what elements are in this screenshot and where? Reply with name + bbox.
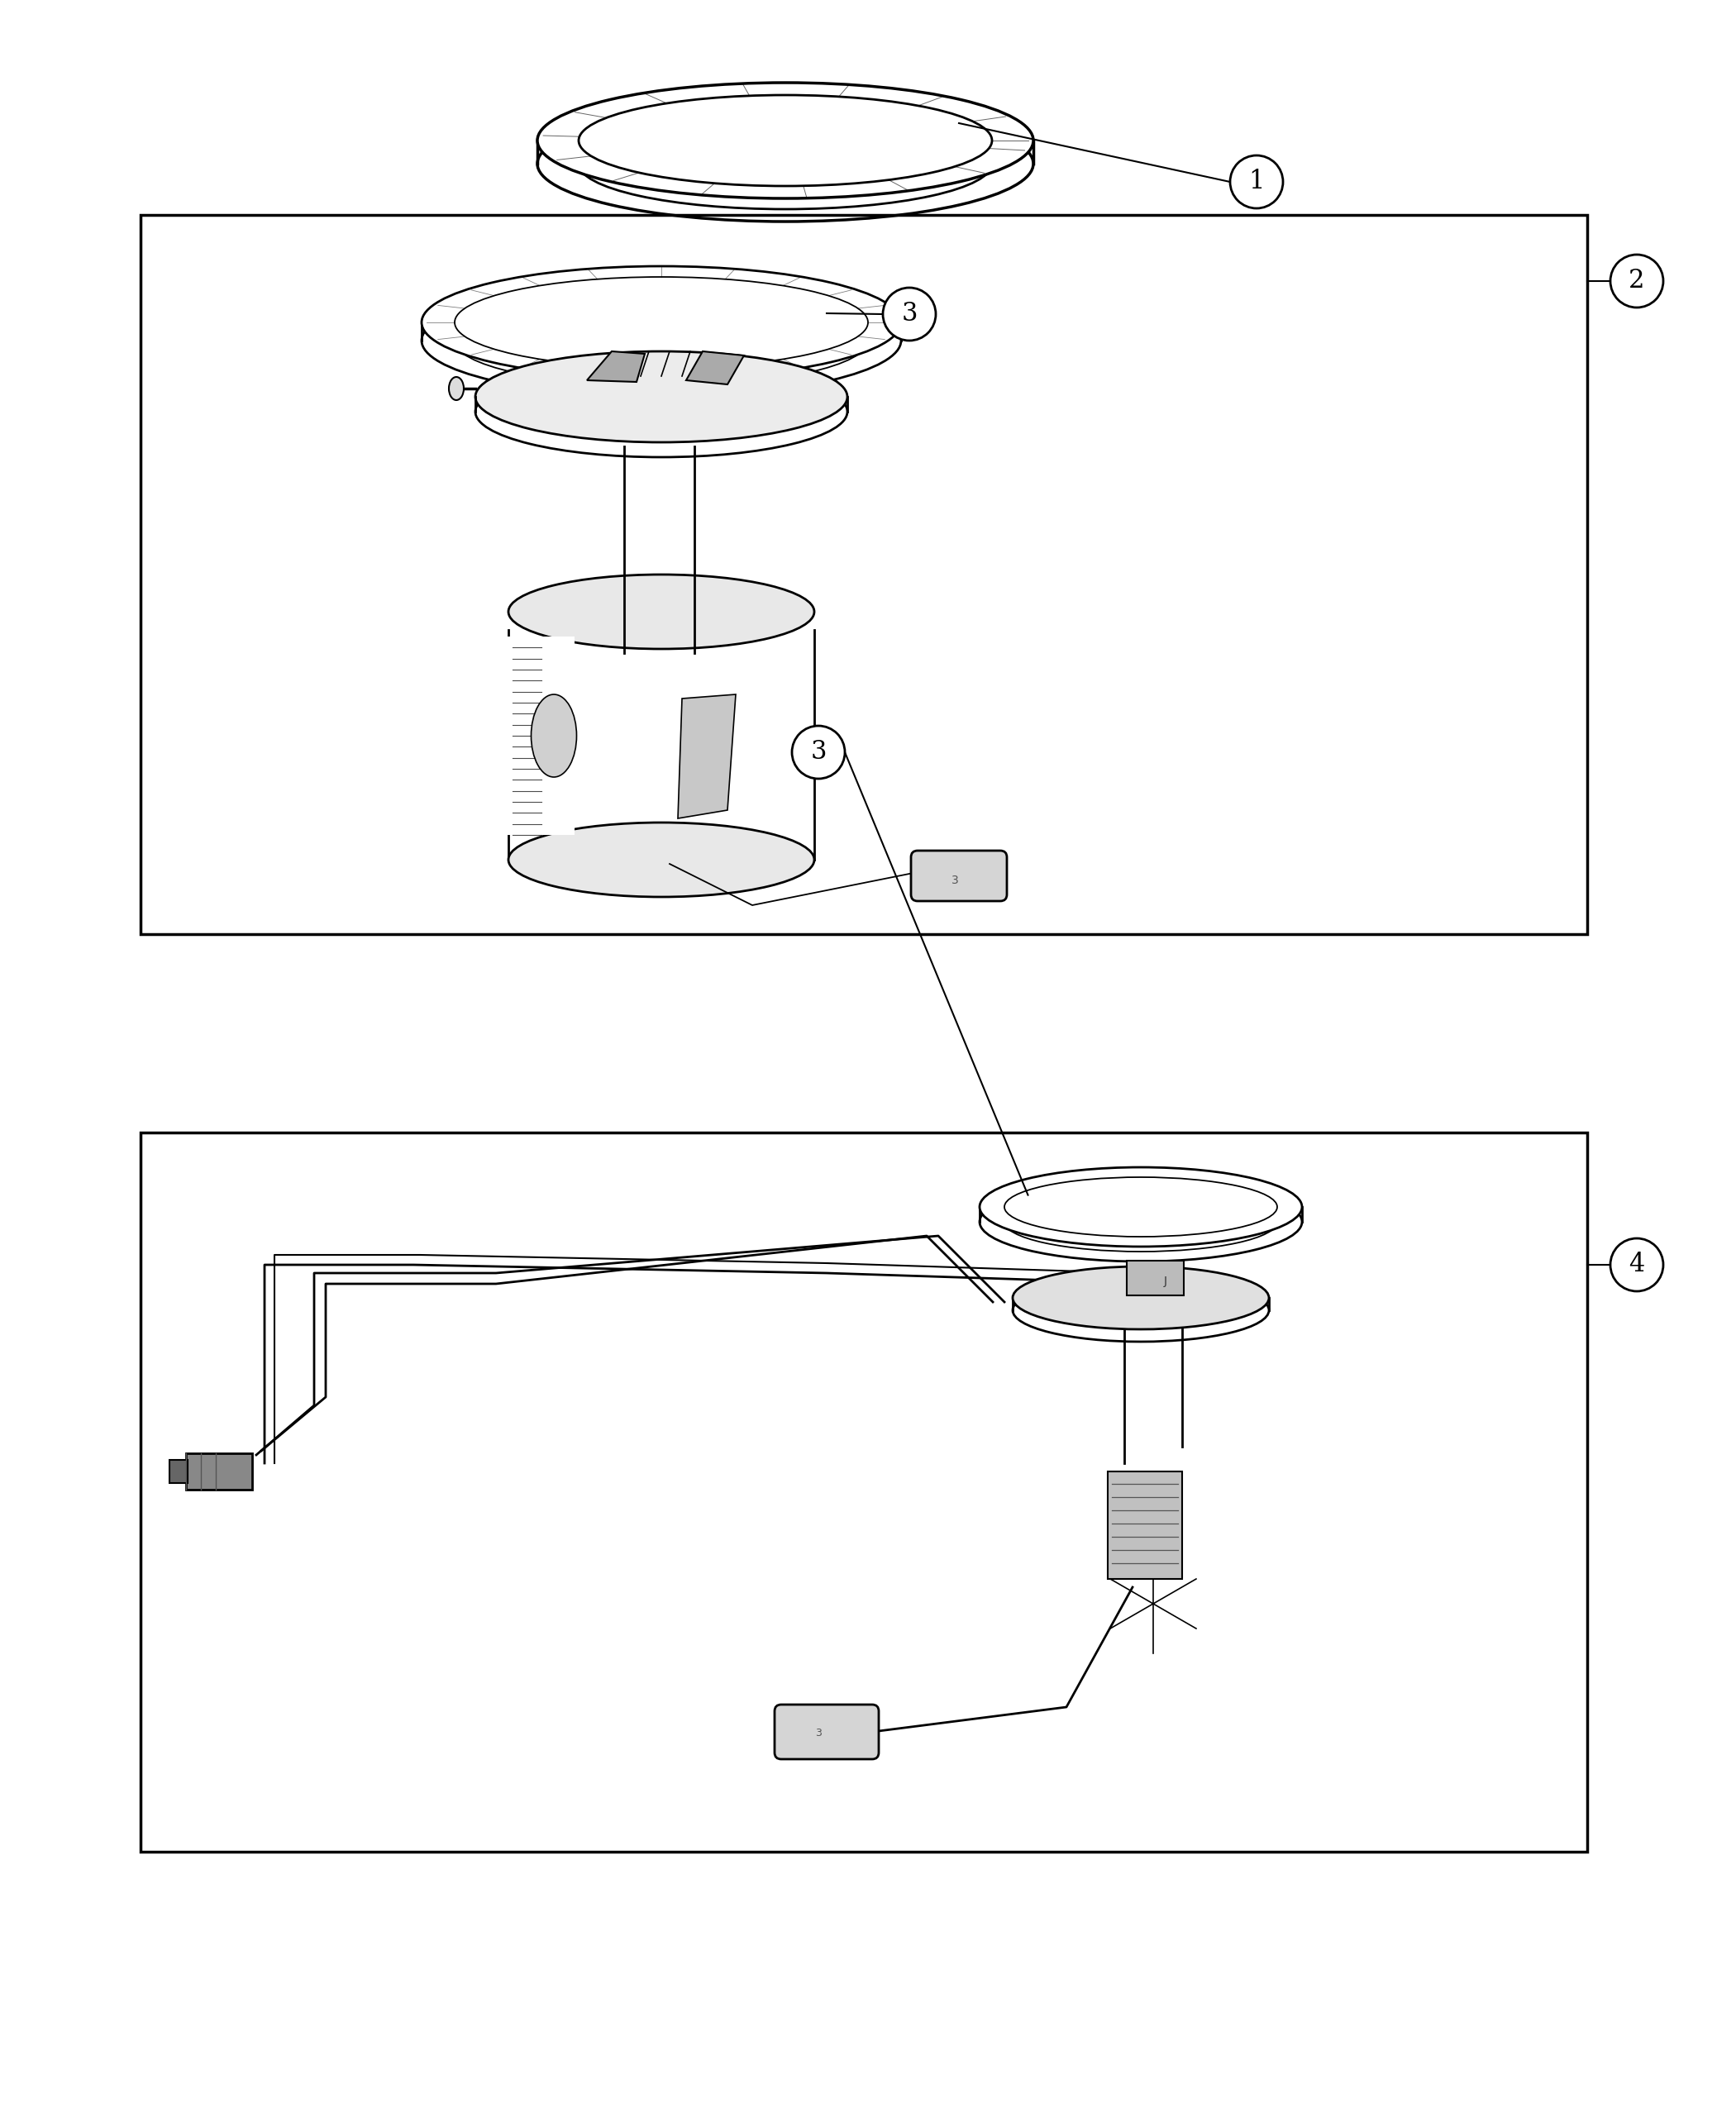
- Text: 3: 3: [901, 301, 917, 327]
- Text: 1: 1: [1248, 169, 1264, 194]
- Circle shape: [792, 725, 845, 778]
- Polygon shape: [686, 352, 745, 384]
- FancyBboxPatch shape: [1127, 1261, 1184, 1296]
- Text: J: J: [1163, 1275, 1167, 1288]
- Text: 4: 4: [1628, 1252, 1644, 1277]
- Bar: [1108, 1471, 1182, 1579]
- Bar: [141, 1132, 1587, 1851]
- Circle shape: [1611, 1237, 1663, 1292]
- Ellipse shape: [509, 575, 814, 649]
- Bar: [170, 1461, 187, 1484]
- Bar: [141, 215, 1587, 934]
- Polygon shape: [587, 352, 644, 382]
- FancyBboxPatch shape: [774, 1705, 878, 1760]
- Ellipse shape: [422, 266, 901, 379]
- Polygon shape: [677, 694, 736, 818]
- Ellipse shape: [538, 82, 1033, 198]
- Ellipse shape: [455, 276, 868, 369]
- Circle shape: [884, 287, 936, 341]
- Ellipse shape: [531, 694, 576, 778]
- FancyBboxPatch shape: [911, 852, 1007, 900]
- Text: 3: 3: [816, 1729, 821, 1739]
- Bar: [186, 1452, 252, 1490]
- Ellipse shape: [979, 1168, 1302, 1246]
- Ellipse shape: [1012, 1267, 1269, 1330]
- Circle shape: [1611, 255, 1663, 308]
- Ellipse shape: [1005, 1176, 1278, 1237]
- Text: 2: 2: [1628, 268, 1646, 293]
- Ellipse shape: [509, 822, 814, 896]
- Circle shape: [1231, 156, 1283, 209]
- Text: 3: 3: [951, 875, 958, 885]
- Text: 3: 3: [811, 740, 826, 765]
- Ellipse shape: [450, 377, 464, 401]
- Polygon shape: [503, 637, 575, 835]
- Ellipse shape: [578, 95, 991, 186]
- Ellipse shape: [476, 352, 847, 443]
